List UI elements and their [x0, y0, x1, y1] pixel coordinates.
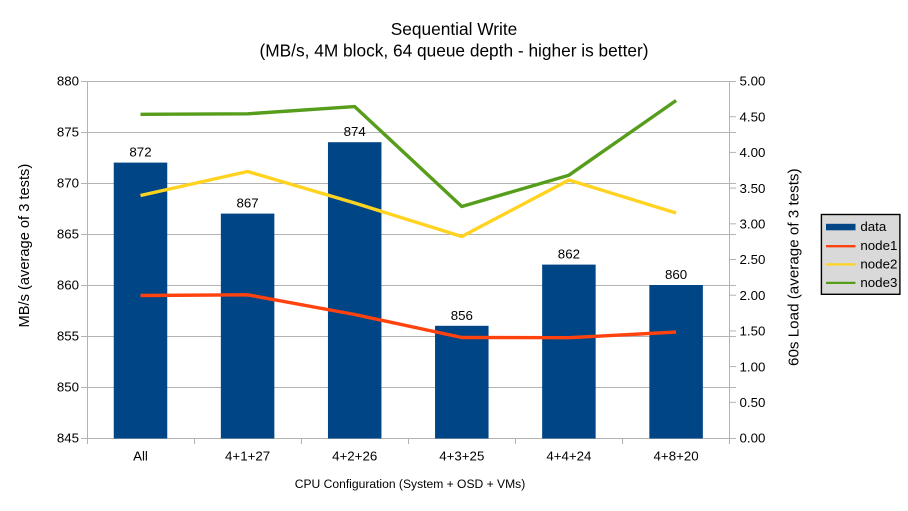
svg-text:870: 870 [57, 176, 79, 191]
svg-text:1.50: 1.50 [740, 324, 766, 339]
svg-text:2.50: 2.50 [740, 252, 766, 267]
svg-text:865: 865 [57, 227, 79, 242]
svg-text:867: 867 [237, 196, 259, 211]
svg-text:874: 874 [344, 124, 366, 139]
svg-text:4+8+20: 4+8+20 [654, 448, 699, 463]
svg-text:0.00: 0.00 [740, 431, 766, 446]
svg-text:4.50: 4.50 [740, 109, 766, 124]
svg-text:845: 845 [57, 431, 79, 446]
svg-text:875: 875 [57, 125, 79, 140]
svg-text:(MB/s, 4M block, 64 queue dept: (MB/s, 4M block, 64 queue depth - higher… [259, 41, 648, 61]
svg-text:860: 860 [665, 267, 687, 282]
svg-text:60s Load (average of 3 tests): 60s Load (average of 3 tests) [786, 168, 803, 366]
svg-text:node3: node3 [860, 275, 897, 290]
svg-text:862: 862 [558, 247, 580, 262]
svg-text:5.00: 5.00 [740, 74, 766, 89]
svg-text:node1: node1 [860, 238, 897, 253]
svg-text:1.00: 1.00 [740, 359, 766, 374]
svg-text:3.50: 3.50 [740, 181, 766, 196]
svg-text:Sequential Write: Sequential Write [391, 19, 517, 39]
svg-text:4+1+27: 4+1+27 [225, 448, 270, 463]
svg-text:4.00: 4.00 [740, 145, 766, 160]
svg-text:3.00: 3.00 [740, 217, 766, 232]
svg-text:856: 856 [451, 308, 473, 323]
svg-text:4+3+25: 4+3+25 [439, 448, 484, 463]
svg-text:node2: node2 [860, 256, 897, 271]
svg-text:850: 850 [57, 380, 79, 395]
svg-text:860: 860 [57, 278, 79, 293]
svg-text:880: 880 [57, 74, 79, 89]
svg-text:0.50: 0.50 [740, 395, 766, 410]
svg-text:872: 872 [129, 145, 151, 160]
svg-text:All: All [133, 448, 148, 463]
svg-text:855: 855 [57, 329, 79, 344]
svg-text:CPU Configuration (System + OS: CPU Configuration (System + OSD + VMs) [295, 477, 526, 491]
svg-text:2.00: 2.00 [740, 288, 766, 303]
svg-text:data: data [860, 219, 886, 234]
svg-text:4+4+24: 4+4+24 [546, 448, 591, 463]
svg-text:MB/s (average of 3 tests): MB/s (average of 3 tests) [17, 164, 33, 328]
svg-text:4+2+26: 4+2+26 [332, 448, 377, 463]
